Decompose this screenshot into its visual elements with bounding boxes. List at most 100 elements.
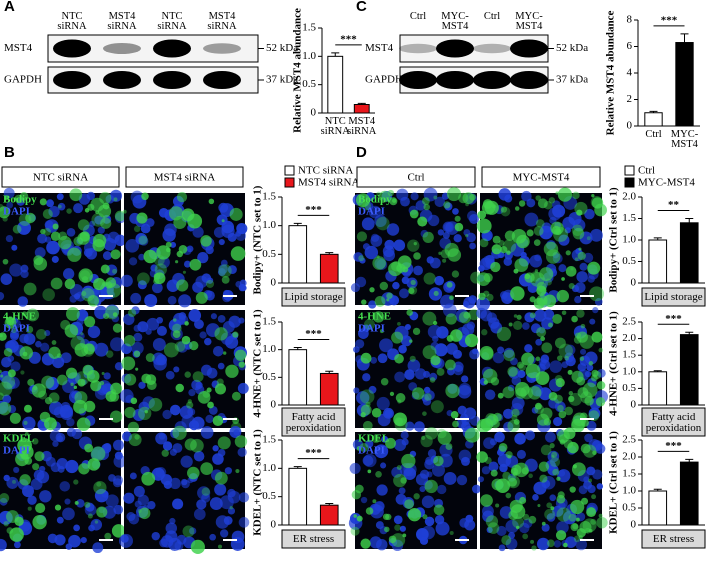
nucleus: [76, 499, 85, 508]
nucleus: [237, 447, 247, 457]
nucleus: [229, 426, 242, 438]
legend-label: MST4 siRNA: [298, 177, 359, 189]
nucleus: [197, 486, 211, 500]
stain-signal: [451, 270, 460, 278]
stain-signal: [187, 213, 203, 229]
nucleus: [227, 507, 236, 515]
stain-signal: [133, 350, 141, 358]
stain-signal: [534, 269, 539, 273]
nucleus: [394, 371, 406, 383]
stain-signal: [78, 268, 93, 283]
stain-signal: [535, 356, 541, 362]
stain-signal: [90, 380, 102, 392]
stain-signal: [498, 443, 508, 452]
nucleus: [102, 251, 112, 260]
nucleus: [541, 523, 550, 532]
nucleus: [442, 221, 454, 233]
stain-signal: [567, 369, 573, 375]
stain-signal: [528, 473, 533, 479]
nucleus: [209, 497, 223, 511]
nucleus: [453, 361, 464, 372]
stain-signal: [187, 399, 192, 404]
y-tick-label: 0.5: [262, 490, 276, 502]
y-tick-label: 6: [627, 40, 633, 52]
error-bar: [653, 237, 662, 240]
stain-signal: [50, 277, 63, 290]
stain-signal: [173, 215, 187, 229]
nucleus: [362, 373, 371, 382]
stain-signal: [19, 474, 31, 486]
stain-signal: [379, 329, 384, 334]
stain-signal: [104, 532, 112, 540]
nucleus: [112, 478, 123, 488]
nucleus: [472, 348, 479, 355]
blot-band: [473, 43, 511, 54]
bar: [319, 253, 339, 284]
bar: [648, 490, 668, 526]
micrograph: [476, 427, 608, 552]
error-bar: [653, 370, 662, 372]
nucleus: [103, 372, 111, 380]
error-bar: [325, 370, 334, 374]
stain-signal: [437, 430, 452, 445]
nucleus: [442, 303, 457, 318]
stain-signal: [502, 471, 511, 480]
stain-signal: [438, 251, 442, 256]
nucleus: [212, 445, 219, 452]
stain-signal: [476, 272, 491, 286]
stain-signal: [408, 286, 418, 295]
stain-signal: [526, 229, 534, 237]
nucleus: [499, 463, 508, 473]
stain-signal: [25, 325, 34, 334]
nucleus: [238, 517, 250, 528]
stain-signal: [32, 515, 47, 530]
stain-signal: [413, 242, 417, 246]
nucleus: [129, 472, 137, 480]
nucleus: [165, 370, 175, 380]
error-bar: [685, 218, 694, 223]
stain-signal: [540, 444, 552, 456]
nucleus: [160, 535, 174, 548]
stain-signal: [0, 374, 4, 378]
stain-signal: [396, 465, 402, 471]
nucleus: [563, 510, 577, 525]
stain-signal: [189, 258, 202, 271]
nucleus: [56, 516, 64, 524]
stain-signal: [491, 478, 504, 491]
stain-signal: [0, 206, 11, 219]
nucleus: [365, 439, 374, 448]
stain-signal: [42, 208, 53, 220]
nucleus: [393, 239, 406, 252]
nucleus: [565, 536, 577, 548]
stain-signal: [232, 331, 239, 338]
stain-signal: [580, 323, 586, 329]
stain-signal: [207, 401, 214, 409]
stain-signal: [561, 310, 567, 316]
nucleus: [505, 519, 519, 534]
nucleus: [59, 481, 71, 492]
stain-signal: [195, 291, 208, 304]
nucleus: [142, 396, 155, 409]
nucleus: [155, 432, 168, 445]
protein-label: GAPDH: [365, 74, 403, 86]
nucleus: [586, 466, 596, 476]
stain-signal: [19, 444, 34, 460]
stain-signal: [92, 239, 106, 252]
stain-signal: [391, 331, 404, 344]
stain-signal: [105, 350, 114, 358]
nucleus: [574, 295, 582, 304]
nucleus: [169, 477, 181, 490]
nucleus: [423, 370, 431, 378]
nucleus: [437, 229, 445, 236]
nucleus: [6, 476, 19, 489]
stain-signal: [575, 517, 580, 522]
significance-label: ***: [305, 328, 322, 340]
bar: [679, 222, 699, 284]
nucleus: [524, 212, 539, 227]
y-tick-label: 2.5: [622, 434, 636, 446]
stain-signal: [14, 194, 24, 204]
stain-label: KDEL: [358, 433, 389, 445]
nucleus: [524, 344, 533, 353]
stain-signal: [96, 506, 108, 518]
